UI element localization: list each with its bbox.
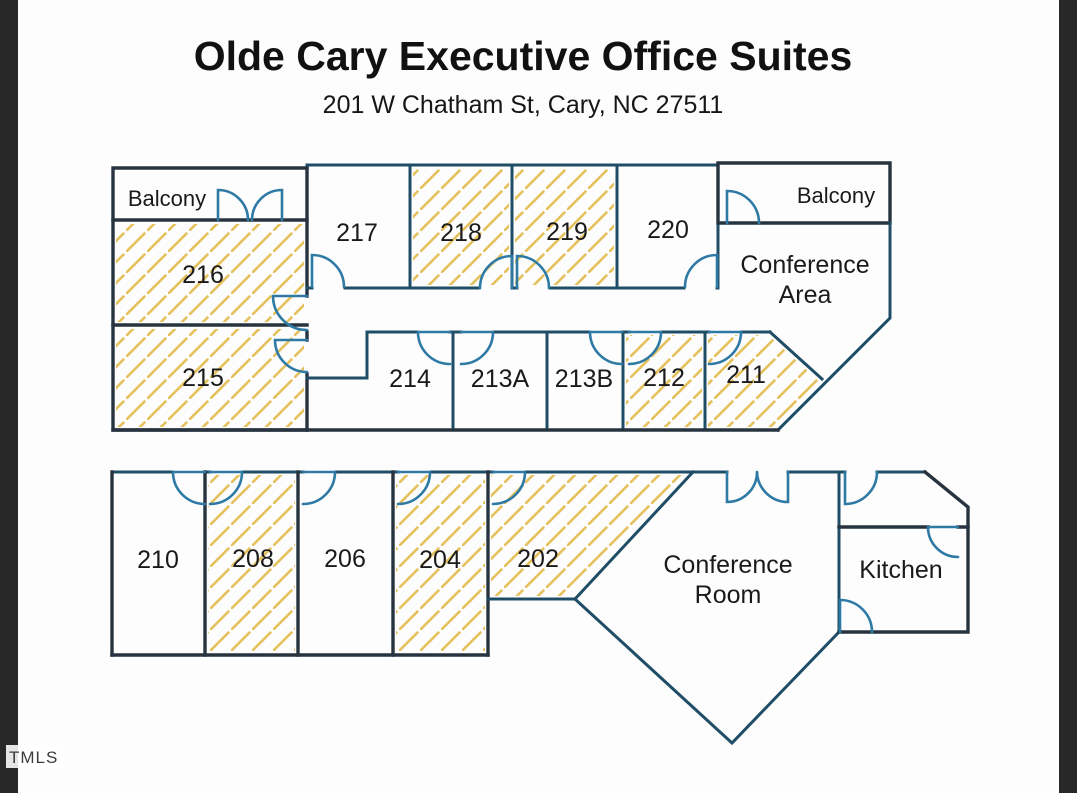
- hatch-room-212: [626, 335, 702, 427]
- door-arc-211: [707, 330, 743, 366]
- label-room-217: 217: [336, 219, 378, 247]
- door-arc-208: [208, 470, 244, 506]
- door-arc-215: [273, 338, 309, 374]
- conference-area-outline: [775, 221, 892, 433]
- door-arc-210: [171, 470, 207, 506]
- lower-plan-walls: [110, 469, 970, 746]
- balcony-left-double-door-arc-b: [250, 188, 284, 222]
- upper-door-arcs: [216, 188, 761, 374]
- door-arc-214: [416, 330, 452, 366]
- lower-floor-plan: 210 208 206 204 202 Conference Room Kitc…: [110, 469, 970, 746]
- label-kitchen: Kitchen: [859, 556, 942, 584]
- top-row-walls: [305, 161, 720, 290]
- door-arc-206: [301, 470, 337, 506]
- hatch-room-216: [116, 224, 304, 322]
- hatch-room-202: [491, 475, 688, 596]
- left-edge-bar: [0, 0, 18, 793]
- right-balcony-conference-walls: [716, 161, 892, 433]
- label-room-208: 208: [232, 545, 274, 573]
- door-arc-216: [271, 294, 309, 332]
- watermark-text: TMLS: [9, 748, 58, 767]
- hatched-areas-lower: [208, 475, 688, 652]
- door-arc-220: [683, 253, 719, 289]
- label-room-211: 211: [726, 361, 766, 389]
- conference-room-double-door-arc-b: [755, 470, 790, 504]
- bottom-row-dividers: [451, 330, 707, 432]
- kitchen-outline: [837, 469, 970, 634]
- lower-room-dividers: [110, 470, 490, 657]
- hatch-room-219: [515, 169, 614, 285]
- label-room-202: 202: [517, 545, 559, 573]
- door-arc-219: [515, 254, 551, 290]
- door-arc-212: [627, 330, 663, 366]
- page-subtitle: 201 W Chatham St, Cary, NC 27511: [323, 91, 724, 119]
- label-room-204: 204: [419, 546, 461, 574]
- label-conference-area-line1: Conference: [740, 251, 869, 279]
- door-arc-balcony-right: [725, 189, 761, 225]
- lower-door-arcs: [171, 470, 960, 634]
- upper-labels: Balcony 216 215 217 218 219 220 Balcony …: [128, 183, 875, 393]
- door-arc-kitchen-bottom: [838, 598, 874, 634]
- label-conference-area-line2: Area: [779, 281, 832, 309]
- label-room-213a: 213A: [471, 365, 530, 393]
- label-conference-room-line1: Conference: [663, 551, 792, 579]
- room-202-diagonal-wall: [572, 469, 696, 602]
- corridor-step-wall: [305, 330, 369, 380]
- conference-room-double-door-arc-a: [725, 470, 759, 504]
- label-room-218: 218: [440, 219, 482, 247]
- label-balcony-left: Balcony: [128, 186, 206, 211]
- hatch-room-204: [396, 475, 485, 652]
- door-arc-213b: [588, 330, 624, 366]
- watermark: TMLS: [6, 745, 64, 768]
- balcony-left-double-door-arc-a: [216, 188, 250, 222]
- label-room-215: 215: [182, 364, 224, 392]
- door-arc-217: [310, 253, 346, 289]
- watermark-background: [6, 745, 64, 768]
- door-arc-kitchen-inner: [926, 525, 960, 559]
- right-edge-bar: [1059, 0, 1077, 793]
- label-room-216: 216: [182, 261, 224, 289]
- label-room-219: 219: [546, 218, 588, 246]
- room-211-diagonal-wall: [767, 329, 825, 382]
- label-balcony-right: Balcony: [797, 183, 875, 208]
- label-room-210: 210: [137, 546, 179, 574]
- label-conference-room-line2: Room: [695, 581, 762, 609]
- hatch-room-208: [208, 475, 295, 652]
- label-room-220: 220: [647, 216, 689, 244]
- upper-floor-plan: Balcony 216 215 217 218 219 220 Balcony …: [111, 161, 892, 433]
- hatched-areas-upper: [116, 169, 819, 427]
- bottom-row-walls: [111, 329, 825, 432]
- conference-room-outline: [572, 470, 841, 746]
- lower-labels: 210 208 206 204 202 Conference Room Kitc…: [137, 545, 943, 609]
- door-arc-213a: [459, 330, 495, 366]
- hatch-room-211: [708, 335, 819, 427]
- balcony-right-outline: [716, 161, 892, 225]
- door-arc-202: [491, 470, 527, 506]
- label-room-212: 212: [643, 364, 685, 392]
- hatch-room-215: [116, 329, 304, 427]
- page-title: Olde Cary Executive Office Suites: [194, 33, 853, 79]
- top-row-dividers: [408, 161, 720, 290]
- hatch-room-218: [413, 169, 509, 285]
- label-room-206: 206: [324, 545, 366, 573]
- door-arc-218: [478, 254, 514, 290]
- label-room-214: 214: [389, 365, 431, 393]
- door-arc-204: [396, 470, 432, 506]
- header: Olde Cary Executive Office Suites 201 W …: [194, 33, 853, 119]
- door-arc-kitchen-hall: [843, 470, 879, 506]
- label-room-213b: 213B: [555, 365, 613, 393]
